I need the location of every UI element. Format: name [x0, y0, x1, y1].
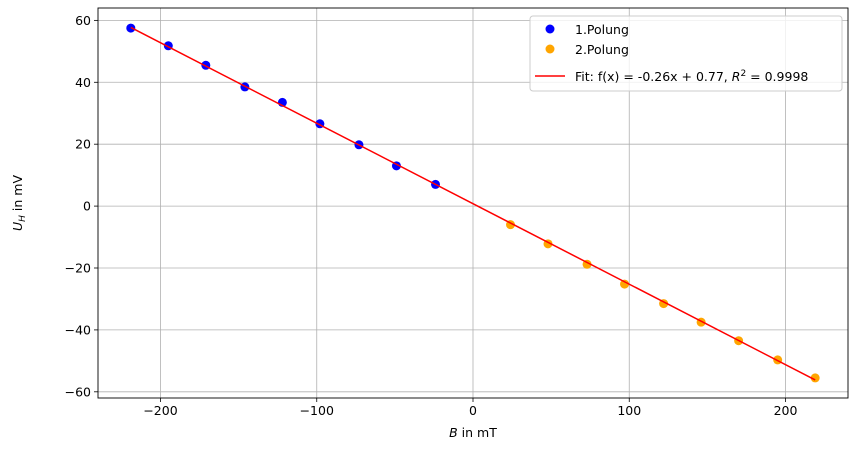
y-tick-label: 60 [75, 13, 91, 28]
legend: 1.Polung 2.Polung Fit: f(x) = -0.26x + 0… [529, 15, 843, 92]
x-tick-label: −200 [143, 403, 177, 418]
grid [98, 8, 848, 398]
y-tick-label: 40 [75, 75, 91, 90]
y-tick-label: −40 [65, 322, 91, 337]
x-tick-label: −100 [300, 403, 334, 418]
x-tick-label: 100 [617, 403, 641, 418]
y-tick-label: −20 [65, 261, 91, 276]
data-point-series-2 [810, 373, 820, 383]
legend-label-polung-1: 1.Polung [575, 22, 629, 37]
legend-marker-polung-2 [545, 44, 555, 54]
x-axis-label: B in mT [449, 425, 497, 440]
plot-area [126, 23, 820, 383]
y-tick-label: 0 [83, 199, 91, 214]
y-axis-label: UH in mV [10, 175, 28, 231]
legend-marker-polung-1 [545, 24, 555, 34]
legend-box [529, 15, 843, 92]
legend-label-fit: Fit: f(x) = -0.26x + 0.77, R2 = 0.9998 [575, 69, 808, 84]
x-tick-label: 0 [469, 403, 477, 418]
y-tick-label: 20 [75, 137, 91, 152]
data-point-series-2 [620, 279, 630, 289]
legend-label-polung-2: 2.Polung [575, 42, 629, 57]
y-tick-label: −60 [65, 384, 91, 399]
fit-line [130, 26, 816, 381]
x-tick-label: 200 [774, 403, 798, 418]
